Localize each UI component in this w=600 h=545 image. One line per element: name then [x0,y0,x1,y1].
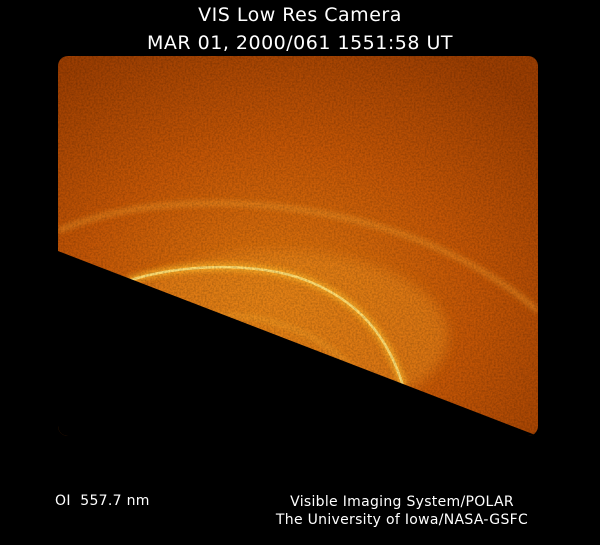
auroral-image [58,56,538,436]
credit-line-2: The University of Iowa/NASA-GSFC [275,512,529,528]
wavelength-label: OI 557.7 nm [55,493,150,509]
auroral-image-graphic [58,56,538,436]
observation-timestamp: MAR 01, 2000/061 1551:58 UT [147,32,453,54]
credit-line-1: Visible Imaging System/POLAR [290,494,514,510]
credit-block: Visible Imaging System/POLAR The Univers… [252,493,552,529]
camera-title: VIS Low Res Camera [198,4,402,26]
speckle-noise [58,56,538,436]
